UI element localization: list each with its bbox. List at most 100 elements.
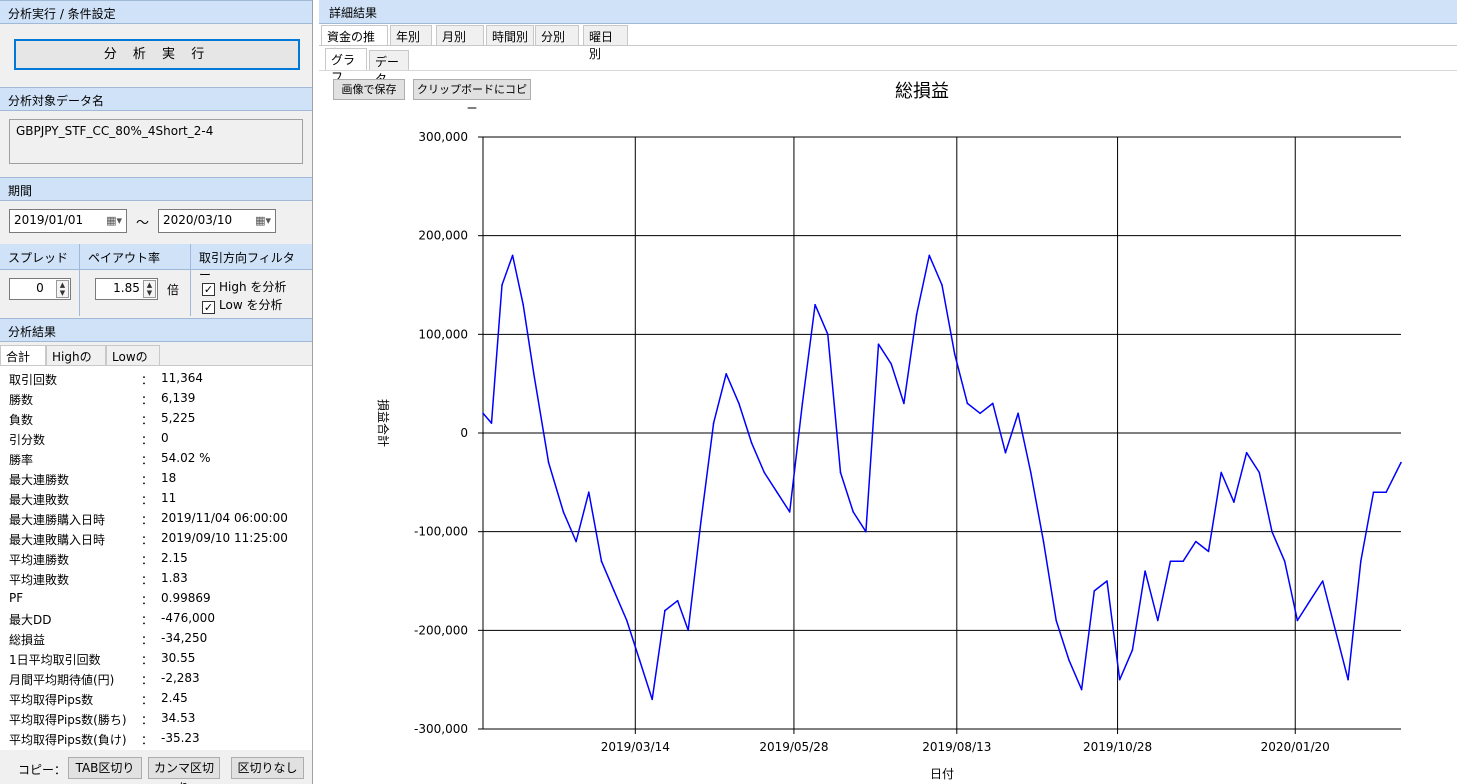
subtab-graph[interactable]: グラフ xyxy=(325,48,367,84)
copy-comma-button[interactable]: カンマ区切り xyxy=(148,757,220,784)
tab-weekday[interactable]: 曜日別 xyxy=(583,25,628,61)
stat-label: 最大連敗購入日時 xyxy=(9,533,106,547)
spread-stepper[interactable]: 0 ▲ ▼ xyxy=(9,278,71,300)
data-point xyxy=(532,373,535,375)
spread-value: 0 xyxy=(36,281,44,295)
data-point xyxy=(490,422,493,424)
stat-colon: ： xyxy=(141,673,154,687)
payout-stepper[interactable]: 1.85 ▲ ▼ xyxy=(95,278,158,300)
calendar-dropdown-icon[interactable]: ▦▾ xyxy=(255,214,271,227)
stat-value: 11 xyxy=(161,491,177,505)
data-point xyxy=(1169,560,1172,563)
data-point xyxy=(1372,491,1375,494)
copy-plain-button[interactable]: 区切りなし xyxy=(231,757,304,779)
data-point xyxy=(482,412,484,415)
right-panel: 詳細結果 資金の推移 年別 月別 時間別 分別 曜日別 グラフ データ 画像で保… xyxy=(319,0,1457,784)
data-point xyxy=(600,560,603,563)
high-checkbox[interactable]: ✓ High を分析 xyxy=(202,278,286,296)
tab-high-only[interactable]: Highのみ xyxy=(46,345,106,381)
data-point xyxy=(1118,678,1121,681)
data-point xyxy=(522,303,524,306)
data-point xyxy=(1245,451,1248,454)
x-tick-label: 2019/03/14 xyxy=(601,740,670,754)
y-tick-label: -100,000 xyxy=(414,525,468,539)
save-image-button[interactable]: 画像で保存 xyxy=(333,79,405,100)
stat-label: 負数 xyxy=(9,413,34,427)
copy-tab-button[interactable]: TAB区切り xyxy=(68,757,142,779)
low-checkbox[interactable]: ✓ Low を分析 xyxy=(202,296,282,314)
stat-colon: ： xyxy=(141,633,154,647)
period-separator: ～ xyxy=(136,216,150,231)
data-point xyxy=(788,511,791,513)
stat-value: 34.53 xyxy=(161,711,196,725)
data-point xyxy=(687,629,689,632)
stat-label: 最大DD xyxy=(9,613,52,627)
tab-hourly[interactable]: 時間別 xyxy=(486,25,534,45)
spinner-arrows-icon[interactable]: ▲ ▼ xyxy=(56,280,69,298)
stat-label: 引分数 xyxy=(9,433,46,447)
data-point xyxy=(562,511,565,513)
stat-label: 最大連敗数 xyxy=(9,493,70,507)
data-point xyxy=(725,373,728,375)
stat-label: 取引回数 xyxy=(9,373,58,387)
data-point xyxy=(877,343,880,346)
data-point xyxy=(1207,550,1210,553)
data-point xyxy=(1258,471,1261,474)
date-to-picker[interactable]: 2020/03/10 ▦▾ xyxy=(158,209,276,233)
copy-clipboard-button[interactable]: クリップボードにコピー xyxy=(413,79,531,115)
left-panel: 分析実行 / 条件設定 分 析 実 行 分析対象データ名 GBPJPY_STF_… xyxy=(0,0,313,784)
stat-label: 平均連勝数 xyxy=(9,553,70,567)
data-point xyxy=(1093,590,1096,592)
stat-label: PF xyxy=(9,591,24,605)
data-point xyxy=(1068,659,1070,661)
x-tick-label: 2019/10/28 xyxy=(1083,740,1152,754)
data-point xyxy=(814,303,816,306)
data-point xyxy=(1220,471,1223,474)
data-point xyxy=(1385,491,1387,494)
data-point xyxy=(915,313,918,316)
payout-unit: 倍 xyxy=(167,283,180,297)
data-point xyxy=(763,471,766,474)
stat-colon: ： xyxy=(141,453,154,467)
tab-total[interactable]: 合計 xyxy=(0,345,46,366)
data-point xyxy=(547,461,550,464)
payout-value: 1.85 xyxy=(113,281,140,295)
data-name-field[interactable]: GBPJPY_STF_CC_80%_4Short_2-4 xyxy=(9,119,303,164)
tab-minute[interactable]: 分別 xyxy=(535,25,579,45)
checkmark-icon[interactable]: ✓ xyxy=(202,283,215,296)
data-point xyxy=(979,412,981,415)
stat-value: 2019/11/04 06:00:00 xyxy=(161,511,288,525)
tab-low-only[interactable]: Lowのみ xyxy=(106,345,160,381)
result-header: 分析結果 xyxy=(0,318,312,342)
data-point xyxy=(626,619,628,622)
tab-monthly[interactable]: 月別 xyxy=(436,25,484,45)
data-point xyxy=(1004,451,1007,454)
stat-value: -35.23 xyxy=(161,731,200,745)
y-tick-label: 300,000 xyxy=(418,130,468,144)
stat-value: -34,250 xyxy=(161,631,208,645)
tab-divider xyxy=(319,45,1457,46)
calendar-dropdown-icon[interactable]: ▦▾ xyxy=(106,214,122,227)
data-point xyxy=(1080,688,1083,691)
data-point xyxy=(839,471,842,474)
stat-colon: ： xyxy=(141,593,154,607)
spinner-arrows-icon[interactable]: ▲ ▼ xyxy=(143,280,156,298)
y-tick-label: -300,000 xyxy=(414,722,468,736)
stat-value: 0.99869 xyxy=(161,591,211,605)
high-checkbox-label: High を分析 xyxy=(219,280,287,294)
tab-balance[interactable]: 資金の推移 xyxy=(321,25,388,61)
checkmark-icon[interactable]: ✓ xyxy=(202,301,215,314)
spread-header: スプレッド xyxy=(0,244,80,270)
data-point xyxy=(1360,560,1362,563)
series-line xyxy=(482,254,1402,701)
profit-chart: 総損益 300,000 200,000 100,000 0 -100,000 -200,00… xyxy=(376,81,1402,781)
subtab-data[interactable]: データ xyxy=(369,50,409,86)
tab-yearly[interactable]: 年別 xyxy=(390,25,432,45)
detail-header: 詳細結果 xyxy=(319,0,1457,24)
data-point xyxy=(1055,619,1058,622)
run-analysis-button[interactable]: 分 析 実 行 xyxy=(14,39,300,70)
date-from-picker[interactable]: 2019/01/01 ▦▾ xyxy=(9,209,127,233)
data-point xyxy=(1042,540,1045,543)
chart-title: 総損益 xyxy=(895,81,949,102)
